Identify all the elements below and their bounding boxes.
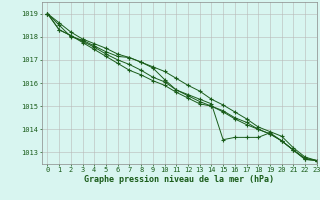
X-axis label: Graphe pression niveau de la mer (hPa): Graphe pression niveau de la mer (hPa) bbox=[84, 175, 274, 184]
